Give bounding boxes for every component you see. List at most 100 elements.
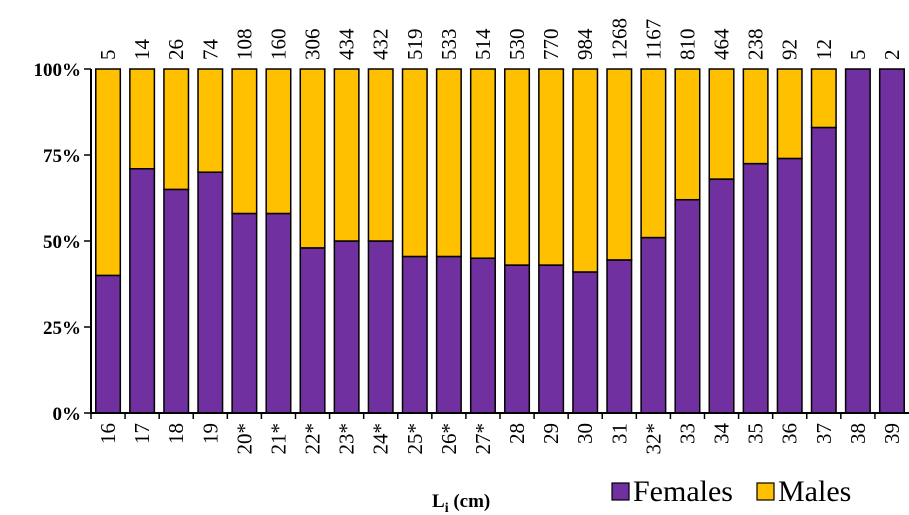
bar-females-28 [504, 264, 531, 414]
category-label: 38 [846, 423, 870, 444]
legend: Females Males [611, 475, 851, 508]
count-label: 306 [301, 29, 325, 61]
count-label: 74 [198, 39, 222, 61]
category-label: 26* [437, 423, 461, 455]
bar-males-25* [401, 68, 428, 258]
y-tick-label: 50% [43, 232, 81, 253]
bar-females-39 [878, 68, 905, 414]
bar-females-17 [129, 168, 156, 414]
bar-females-16 [95, 274, 122, 414]
y-tick-label: 25% [43, 318, 81, 339]
bars-layer [95, 68, 905, 414]
bar-females-20* [231, 212, 258, 414]
category-label: 28 [505, 423, 529, 444]
bar-males-29 [538, 68, 565, 266]
category-label: 22* [301, 423, 325, 455]
category-label: 35 [744, 423, 768, 444]
bar-males-23* [333, 68, 360, 242]
category-label: 32* [641, 423, 665, 455]
category-label: 25* [403, 423, 427, 455]
bar-males-17 [129, 68, 156, 170]
count-label: 238 [744, 29, 768, 61]
bar-males-27* [469, 68, 496, 259]
bar-males-26* [435, 68, 462, 258]
y-tick-label: 0% [53, 404, 82, 425]
y-tick-label: 75% [43, 146, 81, 167]
count-label: 160 [266, 29, 290, 61]
bar-females-26* [435, 255, 462, 414]
category-label: 33 [675, 423, 699, 444]
bar-males-21* [265, 68, 292, 215]
bar-males-37 [810, 68, 837, 129]
bar-males-30 [572, 68, 599, 273]
bar-females-19 [197, 171, 224, 414]
bar-males-32* [640, 68, 667, 239]
category-label: 29 [539, 423, 563, 444]
bar-males-28 [504, 68, 531, 266]
legend-label-males: Males [778, 475, 851, 508]
count-label: 432 [369, 29, 393, 61]
count-label: 533 [437, 29, 461, 61]
count-label: 2 [880, 50, 904, 61]
count-label: 1268 [607, 18, 631, 60]
bar-males-16 [95, 68, 122, 277]
category-label: 17 [130, 423, 154, 444]
bar-females-23* [333, 240, 360, 414]
category-label: 23* [335, 423, 359, 455]
count-label: 984 [573, 28, 597, 60]
count-label: 14 [130, 39, 154, 61]
bar-females-38 [844, 68, 871, 414]
bar-females-31 [606, 259, 633, 414]
category-label: 34 [710, 423, 734, 445]
bar-females-33 [674, 198, 701, 414]
count-label: 514 [471, 28, 495, 60]
bar-females-34 [708, 178, 735, 414]
category-label: 19 [198, 423, 222, 444]
count-label: 26 [164, 39, 188, 60]
bar-females-30 [572, 271, 599, 414]
bar-females-18 [163, 188, 190, 414]
count-label: 770 [539, 29, 563, 61]
bar-males-31 [606, 68, 633, 261]
count-label: 530 [505, 29, 529, 61]
bar-males-36 [776, 68, 803, 160]
category-label: 31 [607, 423, 631, 444]
category-label: 18 [164, 423, 188, 444]
count-label: 5 [846, 50, 870, 61]
bar-males-18 [163, 68, 190, 191]
bar-females-36 [776, 157, 803, 414]
bar-females-32* [640, 236, 667, 414]
count-label: 12 [812, 39, 836, 60]
bar-females-37 [810, 126, 837, 414]
bar-males-22* [299, 68, 326, 249]
category-label: 37 [812, 423, 836, 444]
labels-layer: 5 16 14 17 26 18 74 19 108 20* 160 21* 306 22* 434 23* 4… [34, 18, 904, 515]
category-label: 16 [96, 423, 120, 444]
x-axis-title: Li (cm) [432, 491, 490, 515]
count-label: 108 [232, 29, 256, 61]
bar-females-22* [299, 247, 326, 414]
bar-males-19 [197, 68, 224, 173]
category-label: 36 [778, 423, 802, 444]
count-label: 810 [675, 29, 699, 61]
category-label: 30 [573, 423, 597, 444]
bar-females-25* [401, 255, 428, 414]
count-label: 5 [96, 50, 120, 61]
legend-swatch-males [756, 482, 775, 501]
legend-label-females: Females [633, 475, 733, 508]
bar-males-24* [367, 68, 394, 242]
category-label: 21* [266, 423, 290, 455]
bar-males-35 [742, 68, 769, 165]
legend-swatch-females [611, 482, 630, 501]
bar-females-35 [742, 162, 769, 414]
bar-males-34 [708, 68, 735, 180]
count-label: 92 [778, 39, 802, 60]
axes-layer [84, 68, 909, 419]
category-label: 24* [369, 423, 393, 455]
bar-females-21* [265, 212, 292, 414]
category-label: 20* [232, 423, 256, 455]
count-label: 434 [335, 28, 359, 60]
category-label: 39 [880, 423, 904, 444]
bar-males-33 [674, 68, 701, 201]
bar-females-29 [538, 264, 565, 414]
